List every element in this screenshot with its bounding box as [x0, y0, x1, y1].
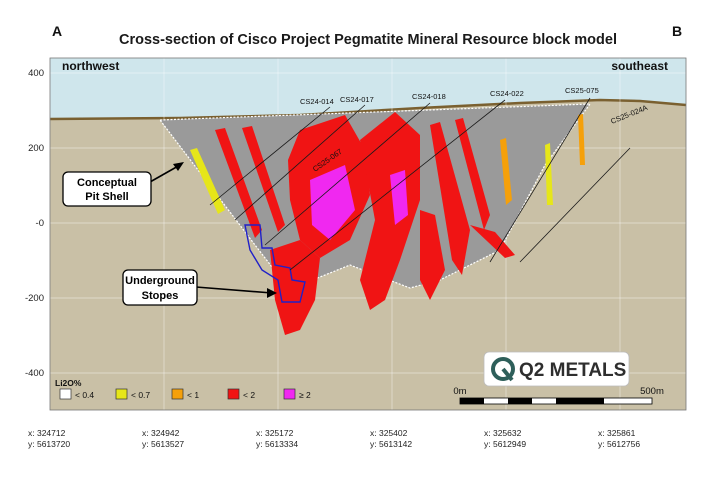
logo-mark-tail-icon [501, 367, 514, 382]
legend-label: < 0.4 [75, 390, 94, 400]
ore-lens-6 [470, 225, 515, 258]
pit-callout-arrow [149, 164, 181, 183]
low-grade-lens [190, 148, 225, 214]
scale-bar: 0m 500m [453, 386, 664, 405]
drillhole-traces [209, 97, 631, 271]
coordinate-y-label: y: 5612949 [484, 439, 526, 449]
ore-lens-2 [455, 118, 490, 230]
high-grade-lens [390, 170, 408, 225]
legend-label: ≥ 2 [299, 390, 311, 400]
legend-swatch [227, 388, 240, 400]
y-tick-label: 400 [28, 68, 44, 79]
direction-southeast: southeast [611, 59, 668, 73]
y-tick-label: -200 [25, 293, 44, 304]
scale-bar-start: 0m [453, 386, 466, 397]
coordinate-y-label: y: 5612756 [598, 439, 640, 449]
company-logo: Q2 METALS [483, 351, 630, 387]
high-grade-core [310, 165, 355, 240]
logo-mark-icon [491, 357, 515, 381]
legend-label: < 2 [243, 390, 255, 400]
ore-zones [190, 112, 585, 335]
coordinate-y-label: y: 5613720 [28, 439, 70, 449]
coordinate-y-label: y: 5613142 [370, 439, 412, 449]
plot-border [49, 57, 687, 411]
coordinate-x-label: x: 324942 [142, 428, 180, 438]
y-tick-label: -0 [36, 218, 44, 229]
coordinate-y-label: y: 5613527 [142, 439, 184, 449]
coordinate-x-label: x: 325402 [370, 428, 408, 438]
y-tick-label: -400 [25, 368, 44, 379]
ore-lens-1 [430, 122, 470, 275]
direction-northwest: northwest [62, 59, 119, 73]
coordinate-x-label: x: 324712 [28, 428, 66, 438]
coordinate-x-label: x: 325861 [598, 428, 636, 438]
grade-legend: Li2O% < 0.4 < 0.7 < 1 < 2 ≥ 2 [55, 378, 311, 400]
ore-body-east [360, 112, 420, 310]
section-label-b: B [672, 23, 682, 39]
pit-callout-box [62, 171, 152, 207]
logo-text: Q2 METALS [519, 360, 626, 381]
legend-swatch [283, 388, 296, 400]
ore-lens-3 [420, 210, 445, 300]
mid-grade-lens [500, 138, 512, 205]
y-axis: 400 200 -0 -200 -400 [25, 68, 44, 379]
legend-swatch [171, 388, 184, 400]
drillhole-label: CS24-017 [340, 95, 374, 104]
coordinate-x-label: x: 325172 [256, 428, 294, 438]
drillhole-label: CS24-022 [490, 89, 524, 98]
legend-label: < 1 [187, 390, 199, 400]
ore-lens-5 [242, 126, 285, 232]
stopes-callout-arrow [195, 286, 273, 294]
pit-callout-text-2: Pit Shell [85, 191, 128, 203]
section-plot [50, 58, 686, 410]
low-grade-lens-east [545, 143, 553, 205]
coordinate-y-label: y: 5613334 [256, 439, 298, 449]
y-tick-label: 200 [28, 143, 44, 154]
ore-body-deep [270, 240, 320, 335]
stopes-callout-text-2: Stopes [142, 290, 179, 302]
legend-title: Li2O% [55, 378, 82, 388]
stopes-callout-box [122, 269, 198, 306]
overburden-line [50, 98, 686, 121]
legend-swatch [59, 388, 72, 400]
stopes-callout-text-1: Underground [125, 275, 195, 287]
stopes-callout-arrowhead [267, 288, 277, 298]
drillhole-label: CS24-018 [412, 92, 446, 101]
logo-background [483, 351, 630, 387]
legend-swatch [115, 388, 128, 400]
section-label-a: A [52, 23, 62, 39]
mid-grade-lens-east [578, 114, 585, 165]
legend-label: < 0.7 [131, 390, 150, 400]
coordinate-x-label: x: 325632 [484, 428, 522, 438]
pit-callout-text-1: Conceptual [77, 177, 137, 189]
drillhole-label: CS24-014 [300, 97, 334, 106]
scale-bar-end: 500m [640, 386, 664, 397]
ore-lens-4 [215, 128, 262, 238]
drillhole-label: CS25-075 [565, 86, 599, 95]
underground-stopes-outline [244, 224, 306, 303]
figure-title: Cross-section of Cisco Project Pegmatite… [119, 32, 617, 48]
pit-callout-arrowhead [173, 162, 184, 171]
